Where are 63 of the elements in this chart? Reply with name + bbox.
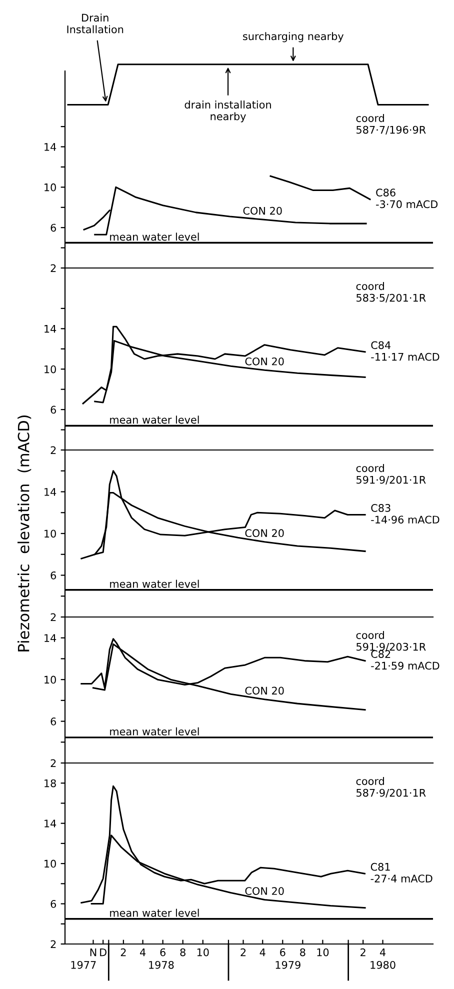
x-tick-label: 6 [160,948,166,956]
y-tick-label: 6 [50,571,56,580]
x-tick-label: 2 [240,948,246,956]
y-tick-label: 14 [44,143,56,151]
y-tick-label: 10 [44,676,56,684]
ref-line-label: mean water level [110,416,199,424]
ref-line-label: mean water level [110,908,199,917]
annotation: coord 583·5/201·1R [356,282,426,303]
annotation: coord 587·7/196·9R [356,114,426,135]
text: Drain Installation [67,14,124,34]
series-label: C86 -3·70 mACD [376,188,438,208]
x-tick-label: 10 [197,948,209,956]
ref-line-label: mean water level [110,727,199,736]
series-label: C83 -14·96 mACD [371,504,440,524]
annotation: coord 587·9/201·1R [356,777,426,798]
x-tick-label: 4 [380,948,386,956]
x-tick-label: 2 [120,948,126,956]
y-tick-label: 6 [50,406,56,414]
y-tick-label: 14 [44,820,56,828]
x2-tick-label: 1978 [149,960,174,969]
x-tick-label: D [100,948,106,956]
series-label: CON 20 [243,206,282,215]
x-tick-label: 8 [300,948,306,956]
x-tick-label: 8 [180,948,186,956]
y-tick-label: 10 [44,183,56,192]
y-tick-label: 14 [44,488,56,496]
series-label: C82 -21·59 mACD [371,650,440,670]
x2-tick-label: 1977 [71,960,96,969]
series-label: C81 -27·4 mACD [370,862,432,882]
text: surcharging nearby [243,32,344,42]
series-label: CON 20 [245,887,284,895]
y-tick-label: 6 [50,718,56,726]
y-tick-label: 2 [50,759,56,767]
y-tick-label: 14 [44,325,56,333]
y-tick-label: 2 [50,613,56,621]
y-tick-label: 10 [44,530,56,538]
series-label: CON 20 [245,529,284,538]
y-tick-label: 14 [44,634,56,642]
annotation: coord 591·9/201·1R [356,464,426,485]
x-tick-label: 2 [360,948,366,956]
series-label: CON 20 [245,357,284,366]
ref-line-label: mean water level [110,580,199,588]
y-tick-label: 18 [44,779,56,788]
series-label: C84 -11·17 mACD [371,341,440,361]
x-tick-label: 4 [260,948,266,956]
y-tick-label: 2 [50,940,56,948]
series-label: CON 20 [245,686,284,695]
y-tick-label: 6 [50,224,56,232]
ref-line-label: mean water level [110,232,199,241]
y-tick-label: 10 [44,860,56,868]
annotation: coord 591·9/203·1R [356,631,426,652]
y-axis-title: Piezometric elevation (mACD) [18,415,32,652]
x-tick-label: 10 [317,948,329,956]
y-tick-label: 10 [44,365,56,374]
x2-tick-label: 1980 [370,960,396,969]
x-tick-label: N [90,948,96,956]
x-tick-label: 6 [280,948,286,956]
x2-tick-label: 1979 [276,960,300,969]
y-tick-label: 2 [50,264,56,272]
y-tick-label: 6 [50,900,56,908]
annotation: drain installation nearby [184,100,271,122]
y-tick-label: 2 [50,446,56,454]
x-tick-label: 4 [140,948,146,956]
